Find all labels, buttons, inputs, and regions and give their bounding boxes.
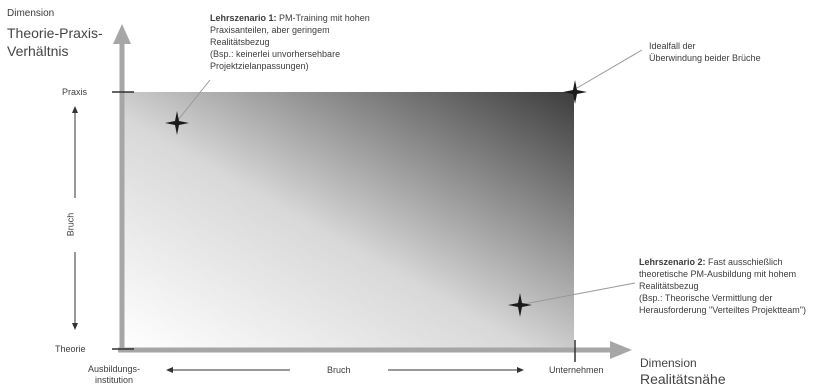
x-dimension-label: Dimension bbox=[640, 356, 697, 370]
y-bruch-arrowhead-up bbox=[72, 106, 78, 113]
y-dimension-label: Dimension bbox=[7, 8, 55, 19]
y-axis-title-line2: Verhältnis bbox=[7, 43, 69, 59]
scenario2-line5: Herausforderung "Verteiltes Projektteam"… bbox=[639, 305, 806, 315]
ausbildungs-label-line1: Ausbildungs- bbox=[88, 364, 141, 374]
y-bruch-arrowhead-down bbox=[72, 323, 78, 330]
gradient-field bbox=[122, 92, 574, 348]
scenario1-line5: Projektzielanpassungen) bbox=[210, 61, 309, 71]
scenario2-star-marker bbox=[508, 293, 532, 317]
theorie-label: Theorie bbox=[55, 344, 86, 354]
x-bruch-arrowhead-right bbox=[517, 367, 524, 373]
scenario2-line4: (Bsp.: Theorische Vermittlung der bbox=[639, 293, 773, 303]
scenario1-line2: Praxisanteilen, aber geringem bbox=[210, 25, 330, 35]
y-bruch-label: Bruch bbox=[65, 212, 76, 237]
scenario2-line3: Realitätsbezug bbox=[639, 281, 699, 291]
scenario1-line1: PM-Training mit hohen bbox=[276, 13, 370, 23]
scenario1-annotation: Lehrszenario 1: PM-Training mit hohen Pr… bbox=[210, 12, 370, 72]
scenario1-line4: (Bsp.: keinerlei unvorhersehbare bbox=[210, 49, 341, 59]
scenario2-heading: Lehrszenario 2: bbox=[639, 257, 706, 267]
scenario2-line1: Fast ausschießlich bbox=[705, 257, 783, 267]
scenario1-heading: Lehrszenario 1: bbox=[210, 13, 277, 23]
scenario1-line3: Realitätsbezug bbox=[210, 37, 270, 47]
scenario2-leader-line bbox=[523, 282, 636, 305]
ideal-line1: Idealfall der bbox=[649, 41, 696, 51]
scenario1-leader-line bbox=[177, 79, 211, 121]
ideal-star-marker bbox=[563, 80, 587, 104]
scenario1-star-marker bbox=[165, 111, 189, 135]
scenario2-annotation: Lehrszenario 2: Fast ausschießlich theor… bbox=[639, 256, 806, 316]
y-axis-arrowhead bbox=[113, 24, 131, 44]
y-axis-title-line1: Theorie-Praxis- bbox=[7, 25, 103, 41]
x-axis-title: Realitätsnähe bbox=[640, 371, 726, 387]
scenario2-line2: theoretische PM-Ausbildung mit hohem bbox=[639, 269, 797, 279]
x-bruch-arrowhead-left bbox=[166, 367, 173, 373]
x-bruch-label: Bruch bbox=[327, 365, 351, 375]
ausbildungs-label-line2: institution bbox=[95, 375, 134, 385]
ideal-line2: Überwindung beider Brüche bbox=[649, 53, 761, 63]
praxis-label: Praxis bbox=[62, 87, 88, 97]
unternehmen-label: Unternehmen bbox=[549, 365, 604, 375]
ideal-leader-line bbox=[576, 49, 643, 89]
x-axis-arrowhead bbox=[610, 341, 632, 359]
ideal-annotation: Idealfall der Überwindung beider Brüche bbox=[649, 40, 761, 64]
